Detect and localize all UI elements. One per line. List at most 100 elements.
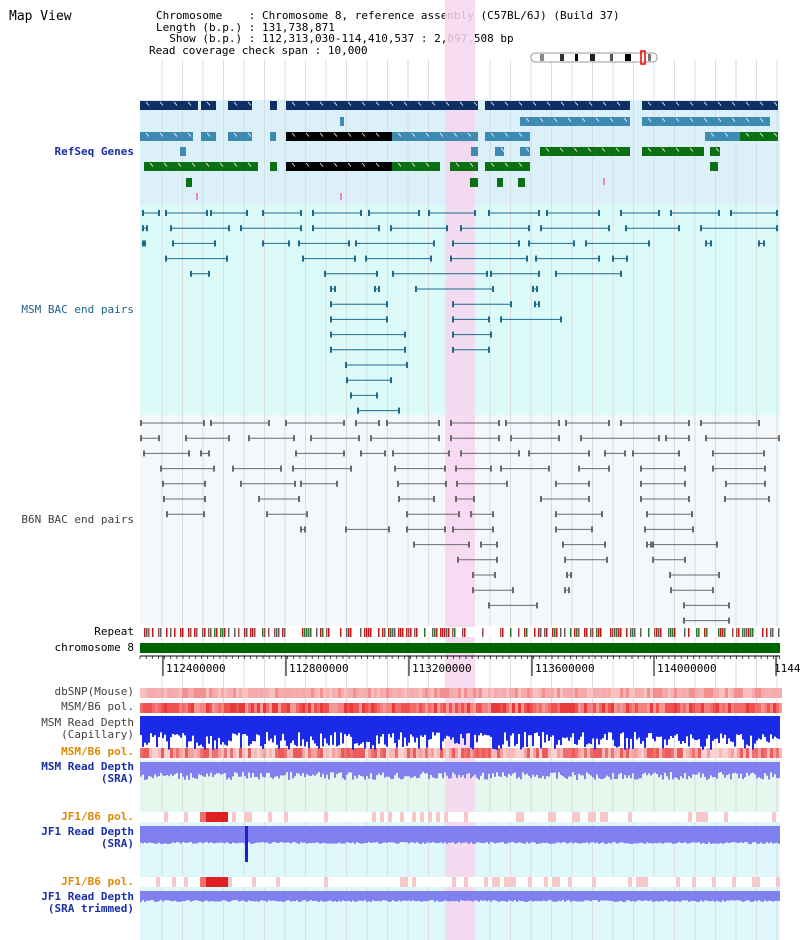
polymorphism-cell: [725, 688, 728, 698]
msm-depth-capillary-label[interactable]: MSM Read Depth: [41, 716, 134, 729]
jf1-depth-trim-label[interactable]: JF1 Read Depth: [41, 890, 134, 903]
polymorphism-cell: [773, 748, 776, 758]
read-depth-bar: [230, 891, 232, 902]
gene-strand-arrow: [233, 162, 238, 167]
read-depth-bar: [562, 891, 564, 901]
axis-tick-label: 113200000: [412, 662, 472, 675]
polymorphism-cell: [284, 688, 287, 698]
read-depth-bar: [484, 891, 486, 901]
bac-end: [185, 435, 187, 442]
gene-strand-arrow: [233, 132, 238, 137]
read-depth-bar: [280, 826, 282, 843]
jf1-b6-pol-trim-label[interactable]: JF1/B6 pol.: [61, 875, 134, 888]
refseq-genes-label[interactable]: RefSeq Genes: [54, 145, 134, 158]
read-depth-bar: [142, 716, 144, 747]
read-depth-bar: [762, 826, 764, 844]
read-depth-bar: [390, 762, 392, 779]
repeat-element: [772, 628, 774, 637]
read-depth-bar: [422, 716, 424, 738]
bac-end: [210, 210, 212, 216]
gene-feature: [642, 101, 778, 110]
read-depth-bar: [704, 762, 706, 778]
read-depth-bar: [470, 891, 472, 901]
read-depth-bar: [446, 891, 448, 902]
read-depth-bar: [566, 762, 568, 779]
read-depth-bar: [144, 716, 146, 743]
msm-depth-sra-label[interactable]: MSM Read Depth: [41, 760, 134, 773]
dbsnp-label[interactable]: dbSNP(Mouse): [54, 685, 134, 698]
gene-strand-arrow: [163, 162, 168, 167]
bac-end: [526, 255, 528, 262]
read-depth-bar: [244, 891, 246, 902]
read-depth-bar: [486, 891, 488, 902]
read-depth-bar: [246, 891, 248, 902]
polymorphism-cell: [746, 703, 749, 713]
read-depth-bar: [244, 762, 246, 777]
read-depth-bar: [646, 716, 648, 738]
polymorphism-cell: [713, 688, 716, 698]
polymorphism-cell: [698, 748, 701, 758]
gene-strand-arrow: [595, 117, 600, 122]
polymorphism-cell: [554, 688, 557, 698]
gene-strand-arrow: [333, 162, 338, 167]
repeat-element: [500, 628, 502, 637]
msm-b6-pol-label[interactable]: MSM/B6 pol.: [61, 700, 134, 713]
gene-strand-arrow: [602, 101, 607, 106]
bac-end: [684, 556, 686, 563]
read-depth-bar: [560, 891, 562, 902]
read-depth-bar: [328, 826, 330, 844]
polymorphism-cell: [689, 703, 692, 713]
bac-end: [450, 420, 452, 426]
repeat-element: [238, 628, 240, 637]
polymorphism-cell: [731, 748, 734, 758]
repeat-element: [510, 628, 512, 637]
bac-end: [188, 450, 190, 457]
repeat-element: [214, 628, 216, 637]
polymorphism-cell: [467, 703, 470, 713]
read-depth-bar: [462, 716, 464, 739]
read-depth-bar: [674, 891, 676, 902]
msm-b6-pol-sra-label[interactable]: MSM/B6 pol.: [61, 745, 134, 758]
read-depth-bar: [536, 826, 538, 844]
polymorphism-cell: [539, 748, 542, 758]
read-depth-bar: [694, 891, 696, 902]
polymorphism-cell: [197, 748, 200, 758]
b6n-bac-label[interactable]: B6N BAC end pairs: [21, 513, 134, 526]
repeat-element: [554, 628, 556, 637]
polymorphism-cell: [155, 703, 158, 713]
read-depth-bar: [452, 891, 454, 901]
polymorphism-cell: [335, 748, 338, 758]
jf1-depth-sra-label[interactable]: JF1 Read Depth: [41, 825, 134, 838]
read-depth-bar: [682, 826, 684, 844]
bac-end: [564, 587, 566, 594]
polymorphism-cell: [386, 703, 389, 713]
read-depth-bar: [578, 762, 580, 774]
read-depth-bar: [144, 891, 146, 902]
bac-end: [450, 255, 452, 262]
jf1-b6-pol-label[interactable]: JF1/B6 pol.: [61, 810, 134, 823]
read-depth-bar: [686, 762, 688, 780]
read-depth-bar: [292, 891, 294, 902]
msm-bac-label[interactable]: MSM BAC end pairs: [21, 303, 134, 316]
polymorphism-cell: [491, 748, 494, 758]
bac-end: [228, 435, 230, 442]
repeat-element: [534, 628, 536, 637]
polymorphism-cell: [710, 688, 713, 698]
polymorphism-cell: [353, 703, 356, 713]
read-depth-bar: [490, 891, 492, 902]
polymorphism-cell: [725, 748, 728, 758]
read-depth-bar: [312, 826, 314, 843]
read-depth-bar: [766, 891, 768, 902]
repeat-element: [170, 628, 172, 637]
polymorphism-cell: [251, 688, 254, 698]
bac-end: [350, 465, 352, 472]
read-depth-bar: [624, 891, 626, 902]
read-depth-bar: [310, 826, 312, 844]
gene-feature: [228, 101, 252, 110]
polymorphism-cell: [419, 748, 422, 758]
read-depth-bar: [616, 716, 618, 748]
read-depth-bar: [362, 716, 364, 743]
polymorphism-cell: [380, 688, 383, 698]
bac-end: [472, 587, 474, 594]
